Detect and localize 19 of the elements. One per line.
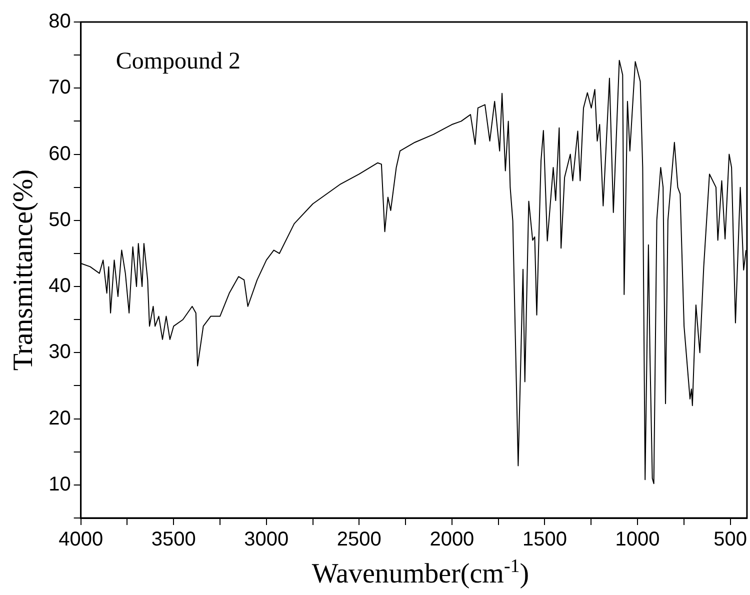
y-tick-label: 70 bbox=[48, 76, 71, 99]
x-tick-label: 1500 bbox=[522, 528, 567, 551]
y-tick-label: 40 bbox=[48, 275, 71, 298]
x-tick-label: 500 bbox=[714, 528, 747, 551]
y-tick-label: 60 bbox=[48, 142, 71, 165]
annotation: Compound 2 bbox=[116, 48, 241, 74]
y-axis-title: Transmittance(%) bbox=[8, 169, 40, 371]
y-tick-label: 20 bbox=[48, 407, 71, 430]
x-axis-title: Wavenumber(cm$^{-1}$) bbox=[310, 556, 530, 590]
y-tick-label: 30 bbox=[48, 341, 71, 364]
y-tick-label: 80 bbox=[48, 10, 71, 33]
x-tick-label: 1000 bbox=[615, 528, 660, 551]
x-tick-label: 2500 bbox=[336, 528, 382, 551]
y-tick-label: 10 bbox=[48, 473, 71, 496]
y-tick-label: 50 bbox=[48, 208, 71, 231]
x-tick-label: 3000 bbox=[244, 528, 289, 551]
x-tick-label: 2000 bbox=[430, 528, 474, 551]
x-tick-label: 4000 bbox=[58, 528, 104, 551]
x-tick-label: 3500 bbox=[151, 528, 196, 551]
